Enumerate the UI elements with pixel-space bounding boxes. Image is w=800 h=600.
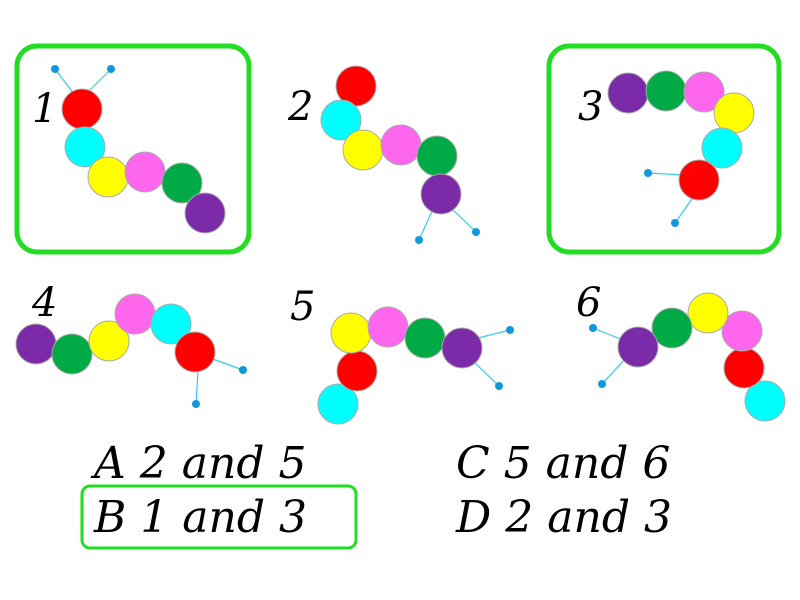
segment-1-purple (184, 192, 226, 234)
segment-6-magenta (721, 310, 763, 352)
segment-6-red (723, 347, 765, 389)
segment-5-green (404, 317, 446, 359)
segment-6-green (651, 307, 693, 349)
segment-4-red (174, 331, 216, 373)
answer-option-a[interactable]: A 2 and 5 (90, 438, 306, 489)
answer-option-b[interactable]: B 1 and 3 (93, 492, 307, 543)
antenna-tip-2-1 (415, 236, 423, 244)
highlight-box-3 (546, 43, 782, 255)
antenna-tip-3-1 (644, 169, 652, 177)
segment-5-purple (441, 327, 483, 369)
antenna-4-2 (195, 370, 199, 405)
antenna-tip-2-2 (472, 228, 480, 236)
segment-1-red (61, 88, 103, 130)
antenna-2-2 (451, 208, 477, 233)
segment-2-yellow (342, 129, 384, 171)
antenna-tip-1-2 (107, 65, 115, 73)
caterpillar-2 (320, 65, 480, 244)
caterpillar-label-5: 5 (290, 284, 315, 330)
antenna-1-2 (87, 68, 112, 93)
antenna-5-2 (471, 359, 500, 387)
segment-1-yellow (87, 156, 129, 198)
caterpillar-label-3: 3 (578, 84, 603, 130)
antenna-tip-5-1 (506, 326, 514, 334)
segment-1-magenta (124, 151, 166, 193)
antenna-2-1 (418, 208, 434, 241)
caterpillar-1 (51, 65, 226, 234)
segment-2-purple (420, 173, 462, 215)
segment-6-yellow (687, 292, 729, 334)
segment-3-magenta (683, 71, 725, 113)
answer-option-c[interactable]: C 5 and 6 (456, 438, 670, 489)
segment-1-cyan (64, 126, 106, 168)
segment-6-purple (617, 326, 659, 368)
segment-5-cyan (317, 383, 359, 425)
antenna-tip-3-2 (671, 219, 679, 227)
caterpillar-label-6: 6 (576, 280, 601, 326)
segment-4-cyan (150, 303, 192, 345)
segment-4-purple (15, 323, 57, 365)
segment-3-cyan (701, 127, 743, 169)
caterpillar-label-2: 2 (287, 84, 313, 130)
segment-4-yellow (88, 320, 130, 362)
antenna-tip-4-1 (239, 366, 247, 374)
segment-2-cyan (320, 99, 362, 141)
antenna-tip-5-2 (495, 382, 503, 390)
segment-3-purple (607, 72, 649, 114)
antenna-6-1 (592, 327, 624, 341)
antenna-tip-1-1 (51, 65, 59, 73)
segment-3-red (678, 159, 720, 201)
antenna-tip-6-2 (598, 380, 606, 388)
antenna-tip-4-2 (192, 400, 200, 408)
caterpillar-label-1: 1 (32, 86, 57, 132)
segment-2-green (416, 135, 458, 177)
segment-5-red (336, 350, 378, 392)
caterpillar-5 (317, 306, 514, 425)
caterpillar-6 (589, 292, 786, 422)
segment-6-cyan (744, 380, 786, 422)
antenna-tip-6-1 (589, 324, 597, 332)
caterpillar-3 (607, 70, 755, 227)
segment-3-yellow (713, 92, 755, 134)
antenna-4-1 (209, 357, 244, 371)
segment-3-green (645, 70, 687, 112)
caterpillar-label-4: 4 (31, 280, 57, 326)
antenna-3-1 (647, 172, 685, 176)
segment-4-green (51, 333, 93, 375)
segment-2-magenta (380, 124, 422, 166)
antenna-1-1 (54, 68, 75, 95)
segment-1-green (161, 162, 203, 204)
caterpillar-4 (15, 293, 247, 408)
segment-4-magenta (114, 293, 156, 335)
answer-option-d[interactable]: D 2 and 3 (455, 492, 672, 543)
segment-5-yellow (330, 312, 372, 354)
highlight-box-1 (14, 43, 252, 255)
segment-5-magenta (367, 306, 409, 348)
antenna-3-2 (674, 195, 695, 224)
selected-answer-box (80, 484, 358, 550)
segment-2-red (335, 65, 377, 107)
antenna-6-2 (601, 358, 626, 385)
antenna-5-1 (473, 329, 511, 340)
caterpillar-figures (15, 65, 786, 425)
